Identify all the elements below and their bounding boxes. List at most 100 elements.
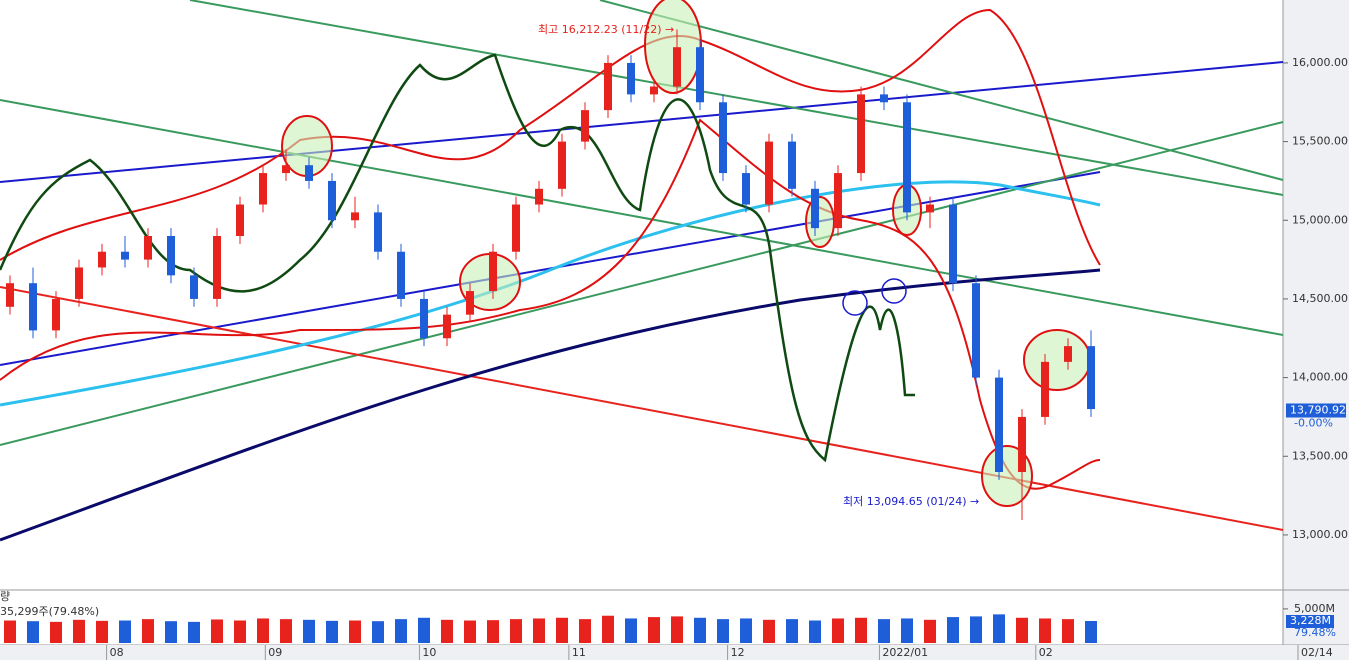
candle-body: [121, 251, 129, 260]
moving-average: [0, 268, 1101, 542]
volume-bar: [556, 617, 568, 643]
candle-body: [29, 283, 37, 331]
volume-bar: [579, 619, 591, 643]
volume-bar: [878, 619, 890, 643]
volume-bar: [602, 615, 614, 643]
candle-body: [167, 236, 175, 276]
volume-header: 량: [0, 590, 10, 603]
candle-body: [880, 94, 888, 103]
highlight-circles: [281, 0, 1091, 507]
volume-bar: [4, 620, 16, 643]
candle-body: [75, 267, 83, 299]
volume-bar: [165, 621, 177, 643]
volume-bar: [947, 617, 959, 643]
x-tick-label: 12: [731, 646, 745, 659]
volume-bar: [96, 620, 108, 643]
candle-body: [512, 204, 520, 252]
volume-bar: [441, 619, 453, 643]
bollinger-upper: [0, 8, 1101, 266]
last-price-label: 13,790.92: [1290, 403, 1346, 416]
volume-bar: [832, 618, 844, 643]
x-tick-label: 10: [422, 646, 436, 659]
x-tick-label: 11: [572, 646, 586, 659]
oscillator: [0, 53, 915, 463]
x-tick-label: 02/14: [1301, 646, 1333, 659]
volume-bar: [50, 621, 62, 643]
candle-body: [213, 236, 221, 299]
y-tick-label: 14,500.00: [1292, 292, 1348, 305]
volume-bar: [27, 621, 39, 643]
candle-body: [374, 212, 382, 252]
candle-body: [558, 141, 566, 189]
candle-body: [351, 212, 359, 221]
volume-bar: [533, 618, 545, 643]
candle-body: [995, 377, 1003, 472]
volume-bar: [671, 616, 683, 643]
volume-bar: [372, 621, 384, 643]
candle-body: [259, 173, 267, 205]
candle-body: [1064, 346, 1072, 362]
date-panel: [0, 645, 1349, 660]
trend-line: [0, 99, 1284, 336]
moving-average: [0, 180, 1101, 407]
candle-body: [857, 94, 865, 174]
volume-bar: [234, 620, 246, 643]
volume-tick-label: 5,000M: [1294, 602, 1335, 615]
y-tick-label: 16,000.00: [1292, 56, 1348, 69]
low-annotation: 최저 13,094.65 (01/24) →: [843, 495, 979, 508]
candle-body: [443, 314, 451, 339]
volume-bar: [786, 619, 798, 643]
candle-body: [305, 165, 313, 181]
candle-body: [949, 204, 957, 284]
candle-body: [742, 173, 750, 205]
candle-body: [972, 283, 980, 378]
last-volume-ratio: 79.48%: [1294, 626, 1336, 639]
highlight: [1023, 329, 1091, 391]
candle-body: [627, 62, 635, 95]
axis-panel: [1283, 0, 1349, 660]
volume-bar: [740, 618, 752, 643]
candle-body: [581, 110, 589, 142]
candle-body: [98, 251, 106, 268]
candle-body: [52, 298, 60, 331]
highlight: [644, 0, 702, 94]
candle-body: [328, 180, 336, 221]
volume-bar: [395, 619, 407, 643]
volume-bar: [257, 618, 269, 643]
volume-bar: [510, 619, 522, 643]
volume-bar: [1016, 617, 1028, 643]
trend-line: [0, 61, 1284, 183]
y-tick-label: 15,000.00: [1292, 213, 1348, 226]
volume-bar: [993, 614, 1005, 643]
candle-body: [696, 47, 704, 103]
candle-body: [489, 251, 497, 292]
volume-bar: [418, 617, 430, 643]
x-tick-label: 2022/01: [882, 646, 928, 659]
candle-body: [1087, 346, 1095, 410]
candle-body: [926, 204, 934, 213]
last-volume-box: [1286, 614, 1334, 628]
candle-body: [673, 47, 681, 87]
candle-body: [1041, 361, 1049, 417]
volume-info: 35,299주(79.48%): [0, 605, 99, 618]
candle-body: [765, 141, 773, 205]
candle-body: [535, 188, 543, 205]
high-annotation: 최고 16,212.23 (11/22) →: [538, 23, 674, 36]
candle-body: [420, 298, 428, 339]
candle-body: [834, 173, 842, 229]
last-price-change: -0.00%: [1294, 416, 1333, 429]
x-tick-label: 02: [1039, 646, 1053, 659]
volume-bar: [349, 620, 361, 643]
volume-bar: [809, 620, 821, 643]
volume-bar: [280, 619, 292, 643]
volume-bar: [1039, 618, 1051, 643]
x-tick-label: 09: [268, 646, 282, 659]
volume-bar: [1062, 619, 1074, 643]
volume-bar: [924, 619, 936, 643]
volume-bar: [188, 621, 200, 643]
volume-bar: [303, 619, 315, 643]
volume-bar: [625, 618, 637, 643]
candle-body: [903, 102, 911, 213]
y-tick-label: 13,000.00: [1292, 528, 1348, 541]
